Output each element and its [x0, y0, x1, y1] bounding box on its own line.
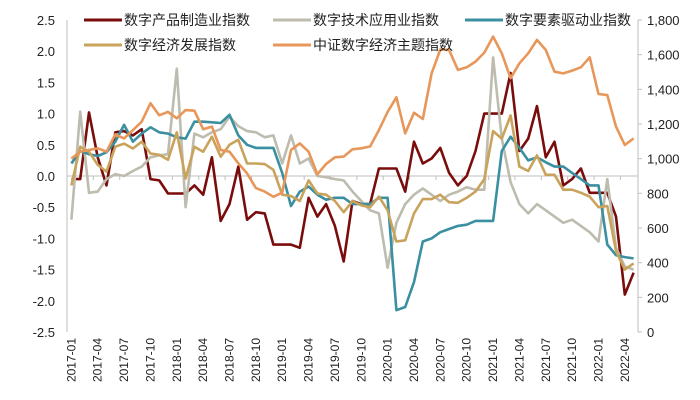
left-tick-label: -1.0 — [33, 231, 55, 246]
right-tick-label: 1,200 — [647, 117, 680, 132]
left-tick-label: 1.0 — [37, 107, 55, 122]
x-tick-label: 2020-01 — [381, 338, 395, 382]
x-tick-label: 2019-01 — [275, 338, 289, 382]
x-tick-label: 2017-10 — [143, 338, 157, 382]
right-tick-label: 200 — [647, 290, 669, 305]
right-tick-label: 600 — [647, 221, 669, 236]
legend-label: 数字产品制造业指数 — [124, 13, 250, 29]
left-tick-label: -2.5 — [33, 325, 55, 340]
x-tick-label: 2020-07 — [433, 338, 447, 382]
x-tick-label: 2017-01 — [64, 338, 78, 382]
left-tick-label: 2.0 — [37, 44, 55, 59]
x-tick-label: 2019-10 — [354, 338, 368, 382]
x-tick-label: 2022-04 — [618, 338, 632, 382]
left-tick-label: 2.5 — [37, 13, 55, 28]
x-tick-label: 2017-07 — [117, 338, 131, 382]
legend-label: 数字要素驱动业指数 — [505, 13, 631, 29]
x-tick-label: 2018-04 — [196, 338, 210, 382]
left-tick-label: -0.5 — [33, 200, 55, 215]
legend-label: 中证数字经济主题指数 — [313, 38, 453, 54]
series-line-3 — [70, 114, 635, 271]
legend-item: 数字技术应用业指数 — [273, 12, 439, 29]
x-tick-label: 2020-10 — [460, 338, 474, 382]
right-tick-label: 0 — [647, 325, 654, 340]
x-tick-label: 2020-04 — [407, 338, 421, 382]
x-tick-label: 2022-01 — [591, 338, 605, 382]
x-tick-label: 2021-07 — [539, 338, 553, 382]
x-tick-label: 2021-04 — [512, 338, 526, 382]
x-tick-label: 2018-07 — [223, 338, 237, 382]
x-tick-label: 2017-04 — [91, 338, 105, 382]
legend-label: 数字经济发展指数 — [124, 38, 236, 54]
x-tick-label: 2019-04 — [302, 338, 316, 382]
legend-label: 数字技术应用业指数 — [313, 12, 439, 29]
left-tick-label: 0.0 — [37, 169, 55, 184]
right-tick-label: 1,800 — [647, 13, 680, 28]
x-tick-label: 2021-01 — [486, 338, 500, 382]
right-tick-label: 800 — [647, 186, 669, 201]
legend-item: 数字产品制造业指数 — [84, 13, 250, 29]
series-lines — [70, 35, 635, 312]
legend-item: 中证数字经济主题指数 — [273, 38, 453, 54]
axes: 2.5 2.0 1.5 1.0 0.5 0.0 -0.5 -1.0 -1.5 -2.0 -2.5 1,… — [33, 13, 680, 382]
series-line-0 — [71, 71, 635, 296]
x-tick-label: 2019-07 — [328, 338, 342, 382]
right-tick-label: 1,400 — [647, 82, 680, 97]
right-tick-label: 1,600 — [647, 48, 680, 63]
left-tick-label: -2.0 — [33, 294, 55, 309]
legend-item: 数字经济发展指数 — [84, 38, 236, 54]
left-tick-label: 0.5 — [37, 138, 55, 153]
right-tick-label: 400 — [647, 256, 669, 271]
left-tick-label: 1.5 — [37, 75, 55, 90]
legend-item: 数字要素驱动业指数 — [465, 13, 631, 29]
series-line-1 — [70, 56, 635, 271]
right-tick-label: 1,000 — [647, 152, 680, 167]
x-tick-label: 2021-10 — [565, 338, 579, 382]
left-tick-label: -1.5 — [33, 263, 55, 278]
x-tick-label: 2018-01 — [170, 338, 184, 382]
x-tick-label: 2018-10 — [249, 338, 263, 382]
series-line-4 — [70, 35, 635, 199]
